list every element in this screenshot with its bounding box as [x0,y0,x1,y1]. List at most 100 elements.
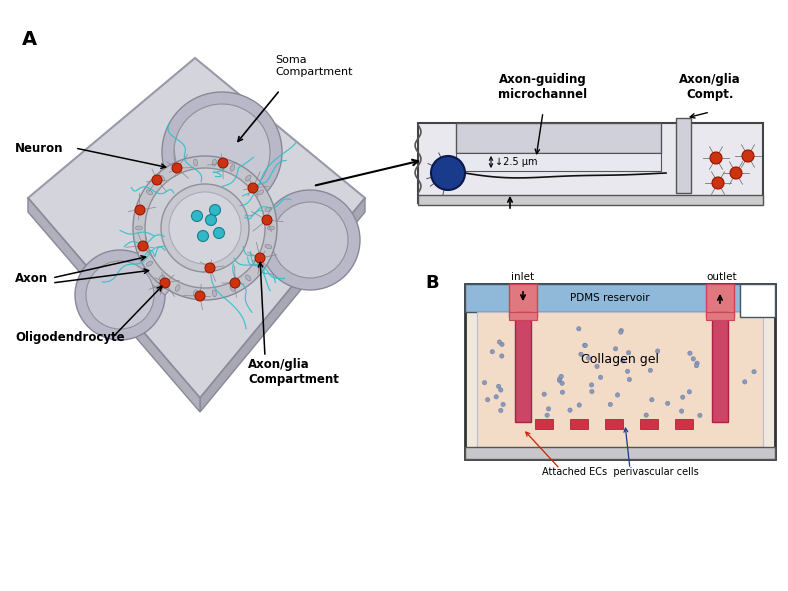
Bar [465,447,775,459]
Ellipse shape [147,190,153,195]
Bar [456,123,661,153]
Text: Neuron: Neuron [15,141,64,154]
Polygon shape [28,198,200,412]
Ellipse shape [258,190,264,195]
Ellipse shape [246,175,251,181]
Circle shape [542,392,546,397]
Text: Axon-guiding
microchannel: Axon-guiding microchannel [499,73,588,101]
Bar [509,284,537,317]
Circle shape [730,167,742,179]
Ellipse shape [246,275,251,281]
Ellipse shape [138,245,145,249]
Polygon shape [200,198,365,412]
Ellipse shape [212,290,217,297]
Circle shape [205,263,215,273]
Circle shape [595,364,599,369]
Circle shape [621,359,625,363]
Circle shape [133,156,277,300]
Bar [418,195,763,205]
Ellipse shape [147,261,153,266]
Circle shape [198,230,209,242]
Circle shape [577,327,581,331]
Bar [456,153,661,171]
Circle shape [248,183,258,193]
Text: ↓2.5 μm: ↓2.5 μm [495,157,537,167]
Bar [676,118,691,193]
Bar [465,284,775,459]
Bar [570,419,588,429]
Circle shape [501,402,505,407]
Circle shape [174,104,270,200]
Circle shape [695,361,699,365]
Circle shape [619,329,623,333]
Circle shape [644,413,649,417]
Circle shape [490,349,495,354]
Circle shape [496,384,501,388]
Circle shape [494,395,498,399]
Bar [477,312,763,447]
Circle shape [586,356,591,361]
Circle shape [560,390,565,394]
Circle shape [500,354,504,358]
Circle shape [688,351,692,355]
Circle shape [172,163,182,173]
Ellipse shape [159,275,165,281]
Polygon shape [190,165,250,195]
Circle shape [598,375,603,379]
Circle shape [218,158,228,168]
Text: Oligodendrocyte: Oligodendrocyte [15,332,125,345]
Circle shape [206,215,217,226]
Circle shape [497,340,502,344]
Circle shape [152,175,162,185]
Circle shape [559,374,563,379]
Circle shape [138,241,148,251]
Circle shape [545,413,549,417]
Circle shape [666,401,670,405]
Circle shape [145,168,265,288]
Text: B: B [425,274,439,292]
Circle shape [500,342,504,346]
Text: Axon/glia
Compartment: Axon/glia Compartment [248,358,339,386]
Circle shape [687,389,692,394]
Ellipse shape [194,159,198,166]
Circle shape [589,389,594,394]
Text: Axon: Axon [15,271,48,284]
Bar [706,312,734,320]
Ellipse shape [258,261,264,266]
Bar [465,284,775,312]
Polygon shape [225,218,270,260]
Circle shape [649,398,654,402]
Circle shape [742,379,747,384]
Circle shape [613,347,618,351]
Text: Attached ECs  perivascular cells: Attached ECs perivascular cells [541,467,698,477]
Circle shape [710,152,722,164]
Text: Axon/glia
Compt.: Axon/glia Compt. [679,73,741,101]
Polygon shape [140,258,180,295]
Circle shape [608,402,612,407]
Circle shape [694,363,699,368]
Circle shape [499,388,503,392]
Circle shape [649,368,652,372]
Circle shape [568,408,572,413]
Bar [712,312,728,422]
Circle shape [583,343,587,348]
Circle shape [431,156,465,190]
Circle shape [230,278,240,288]
Circle shape [626,369,630,374]
Circle shape [626,350,630,355]
Circle shape [697,413,702,418]
Text: inlet: inlet [511,272,534,282]
Ellipse shape [265,207,272,212]
Circle shape [712,177,724,189]
Text: outlet: outlet [707,272,738,282]
Circle shape [582,343,587,348]
Circle shape [482,381,487,385]
Circle shape [485,398,490,402]
Circle shape [578,352,583,356]
Circle shape [75,250,165,340]
Circle shape [191,210,203,222]
Circle shape [210,204,221,216]
Ellipse shape [175,285,180,291]
Circle shape [589,383,593,387]
Circle shape [559,381,564,385]
